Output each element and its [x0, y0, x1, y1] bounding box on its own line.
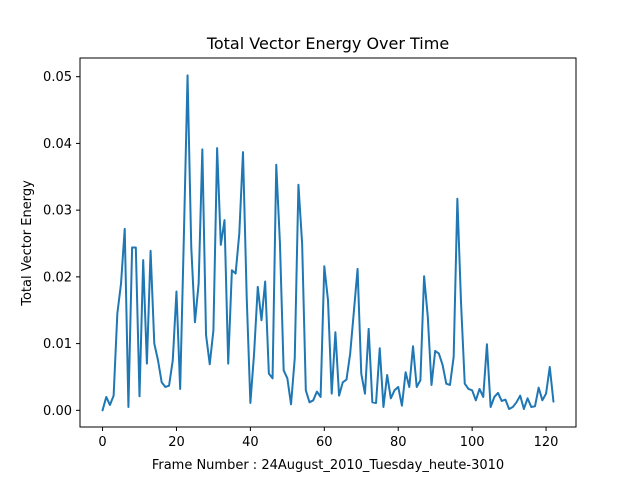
y-tick-label: 0.05 [43, 70, 72, 85]
x-tick-label: 20 [168, 435, 185, 450]
x-tick-label: 60 [316, 435, 333, 450]
axes-frame [79, 57, 577, 428]
y-axis-ticks: 0.00 0.01 0.02 0.03 0.04 0.05 [43, 70, 80, 419]
y-tick-label: 0.03 [43, 204, 72, 219]
y-tick-label: 0.01 [43, 337, 72, 352]
x-tick-label: 100 [460, 435, 485, 450]
x-tick-label: 120 [534, 435, 559, 450]
y-tick-label: 0.04 [43, 137, 72, 152]
x-tick-label: 40 [242, 435, 259, 450]
plot-area [79, 57, 577, 428]
y-tick-label: 0.00 [43, 404, 72, 419]
x-tick-label: 80 [390, 435, 407, 450]
x-axis-label: Frame Number : 24August_2010_Tuesday_heu… [152, 458, 504, 473]
x-axis-ticks: 0 20 40 60 80 100 120 [98, 427, 558, 450]
y-axis-label: Total Vector Energy [20, 180, 35, 307]
chart-title: Total Vector Energy Over Time [206, 34, 449, 53]
y-tick-label: 0.02 [43, 270, 72, 285]
x-tick-label: 0 [98, 435, 106, 450]
series-line [101, 74, 555, 412]
